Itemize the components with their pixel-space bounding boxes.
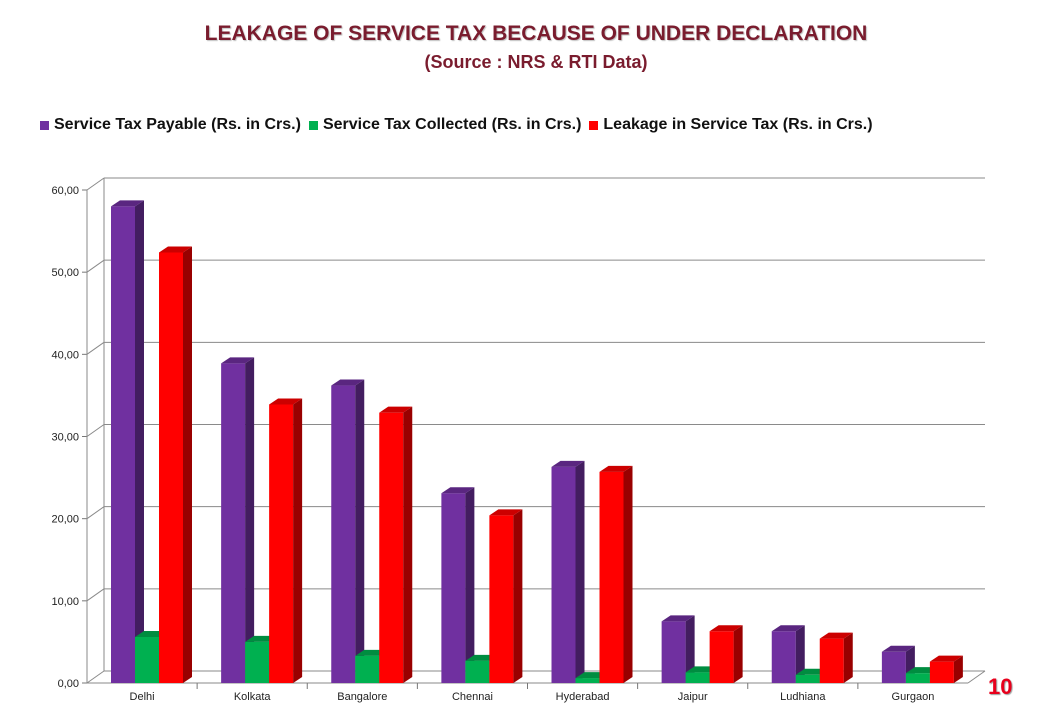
gridline-diag [86, 506, 105, 520]
legend-item-collected: Service Tax Collected (Rs. in Crs.) [308, 116, 582, 134]
bar-top [771, 625, 805, 632]
bar-ff0000-delhi [159, 252, 183, 684]
legend-swatch-payable [40, 120, 49, 130]
x-tick-label: Ludhiana [780, 691, 826, 703]
bar-top [819, 632, 853, 639]
bar-ff0000-hyderabad [599, 471, 624, 683]
bar-ff0000-bangalore [379, 412, 404, 683]
bar-top [379, 406, 413, 413]
bar-ff0000-kolkata [269, 404, 294, 683]
bar-side [403, 406, 413, 683]
x-tick-label: Chennai [452, 691, 493, 703]
bar-side [293, 398, 303, 683]
bar-side [465, 487, 475, 683]
legend-swatch-collected [308, 120, 318, 130]
y-tick-label: 40,00 [51, 349, 79, 361]
bar-00b050-ludhiana [795, 674, 820, 683]
gridline-diag [86, 588, 105, 602]
gridline-diag [86, 177, 105, 191]
bar-top [599, 465, 633, 472]
chart-legend: Service Tax Payable (Rs. in Crs.) Servic… [40, 116, 881, 134]
bar-side [355, 379, 365, 683]
bar-top [929, 655, 963, 662]
bar-00b050-chennai [465, 660, 490, 683]
bar-7030a0-bangalore [331, 385, 356, 683]
legend-label-leakage: Leakage in Service Tax (Rs. in Crs.) [603, 116, 873, 133]
x-tick-label: Delhi [130, 691, 155, 703]
gridline-diag [86, 341, 105, 355]
bar-7030a0-delhi [111, 206, 135, 683]
bar-side [733, 625, 743, 683]
bar-side [685, 615, 695, 683]
x-tick-label: Hyderabad [556, 691, 610, 703]
y-tick-label: 0,00 [58, 678, 79, 690]
bar-ff0000-gurgaon [929, 661, 954, 683]
y-tick-label: 50,00 [51, 267, 79, 279]
bar-top [489, 509, 523, 516]
bar-00b050-gurgaon [905, 673, 930, 683]
y-tick-label: 10,00 [51, 596, 79, 608]
y-tick-label: 60,00 [51, 185, 79, 197]
gridline-diag [86, 670, 105, 684]
page-number: 10 [988, 674, 1013, 699]
bar-top [111, 200, 144, 207]
bar-7030a0-gurgaon [881, 651, 906, 683]
bar-top [709, 625, 743, 632]
x-tick-label: Bangalore [337, 691, 387, 703]
bar-side [575, 460, 585, 683]
bar-top [881, 645, 915, 652]
bar-side [795, 625, 805, 683]
bar-7030a0-ludhiana [771, 631, 796, 683]
chart-subtitle: (Source : NRS & RTI Data) [424, 52, 648, 72]
bar-7030a0-jaipur [661, 621, 686, 683]
legend-item-payable: Service Tax Payable (Rs. in Crs.) [40, 116, 301, 134]
y-tick-label: 20,00 [51, 514, 79, 526]
y-tick-label: 30,00 [51, 432, 79, 444]
x-tick-label: Kolkata [234, 691, 272, 703]
bar-side [513, 509, 523, 683]
bar-7030a0-hyderabad [551, 466, 576, 683]
legend-item-leakage: Leakage in Service Tax (Rs. in Crs.) [589, 116, 873, 134]
bar-top [159, 246, 192, 253]
bar-top [269, 398, 303, 405]
bar-00b050-jaipur [685, 672, 710, 683]
bar-7030a0-kolkata [221, 363, 246, 683]
bar-00b050-bangalore [355, 655, 380, 683]
bar-00b050-delhi [135, 636, 159, 683]
bar-ff0000-jaipur [709, 631, 734, 683]
bar-ff0000-chennai [489, 515, 514, 683]
bar-ff0000-ludhiana [819, 638, 844, 683]
bar-top [661, 615, 695, 622]
bar-side [953, 655, 963, 683]
floor-edge [967, 670, 986, 684]
bar-top [441, 487, 475, 494]
bar-top [221, 357, 255, 364]
bar-top [551, 460, 585, 467]
legend-label-collected: Service Tax Collected (Rs. in Crs.) [322, 116, 582, 133]
bar-00b050-kolkata [245, 641, 270, 683]
gridline-diag [86, 259, 105, 273]
bar-top [331, 379, 365, 386]
chart-title: LEAKAGE OF SERVICE TAX BECAUSE OF UNDER … [204, 22, 868, 45]
legend-label-payable: Service Tax Payable (Rs. in Crs.) [54, 116, 301, 133]
x-tick-label: Gurgaon [892, 691, 935, 703]
bar-side [843, 632, 853, 683]
bar-side [183, 246, 192, 684]
gridline-diag [86, 424, 105, 437]
legend-swatch-leakage [589, 120, 599, 130]
bar-side [135, 200, 144, 683]
bar-side [623, 465, 633, 683]
bar-00b050-hyderabad [575, 678, 600, 683]
bar-side [245, 357, 255, 683]
bar-7030a0-chennai [441, 493, 466, 683]
x-tick-label: Jaipur [678, 691, 708, 703]
